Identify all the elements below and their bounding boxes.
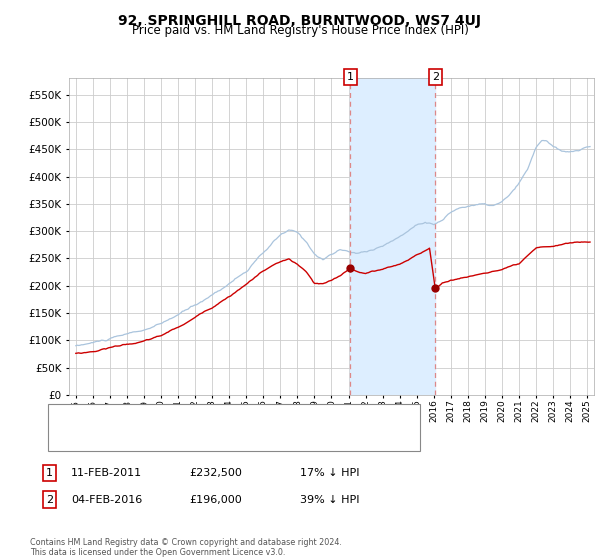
Text: £196,000: £196,000: [189, 494, 242, 505]
Text: 1: 1: [347, 72, 354, 82]
Text: 11-FEB-2011: 11-FEB-2011: [71, 468, 142, 478]
Bar: [350, 78, 436, 395]
Text: 2: 2: [432, 72, 439, 82]
FancyBboxPatch shape: [48, 404, 420, 451]
Text: £232,500: £232,500: [189, 468, 242, 478]
Text: HPI: Average price, detached house, Lichfield: HPI: Average price, detached house, Lich…: [92, 434, 308, 443]
Text: Price paid vs. HM Land Registry's House Price Index (HPI): Price paid vs. HM Land Registry's House …: [131, 24, 469, 37]
Text: 39% ↓ HPI: 39% ↓ HPI: [300, 494, 359, 505]
Text: 92, SPRINGHILL ROAD, BURNTWOOD, WS7 4UJ: 92, SPRINGHILL ROAD, BURNTWOOD, WS7 4UJ: [119, 14, 482, 28]
Text: 04-FEB-2016: 04-FEB-2016: [71, 494, 142, 505]
Text: 1: 1: [46, 468, 53, 478]
Text: 2: 2: [46, 494, 53, 505]
Text: Contains HM Land Registry data © Crown copyright and database right 2024.
This d: Contains HM Land Registry data © Crown c…: [30, 538, 342, 557]
Text: 17% ↓ HPI: 17% ↓ HPI: [300, 468, 359, 478]
Text: 92, SPRINGHILL ROAD, BURNTWOOD, WS7 4UJ (detached house): 92, SPRINGHILL ROAD, BURNTWOOD, WS7 4UJ …: [92, 412, 400, 421]
